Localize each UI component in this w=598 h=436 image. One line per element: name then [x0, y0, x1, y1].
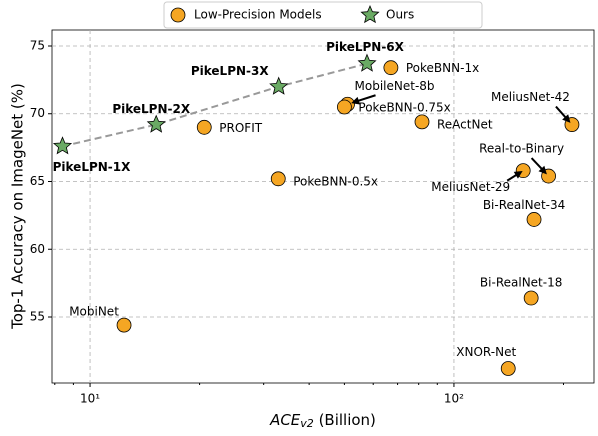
connect-line [62, 62, 368, 148]
legend-box [163, 1, 483, 29]
point [337, 99, 352, 115]
point-label: Real-to-Binary [479, 142, 564, 156]
x-tick-label: 10² [444, 392, 464, 406]
legend-marker [170, 7, 186, 23]
point-label: MobileNet-8b [355, 79, 435, 93]
point-label: PokeBNN-0.75x [358, 100, 450, 114]
y-tick-label: 75 [30, 38, 45, 52]
point-label: XNOR-Net [456, 345, 516, 359]
point [357, 53, 377, 72]
point-label: MeliusNet-29 [431, 180, 510, 194]
y-tick-label: 65 [30, 174, 45, 188]
point-label: PikeLPN-6X [326, 40, 405, 54]
legend-marker [360, 4, 380, 24]
point-label: PokeBNN-0.5x [293, 174, 378, 188]
point-label: MobiNet [69, 305, 119, 319]
x-axis-label: ACEv2 (Billion) [269, 411, 376, 431]
point [146, 114, 166, 133]
point-label: PokeBNN-1x [406, 61, 479, 75]
point-label: PikeLPN-2X [112, 102, 191, 116]
arrow-head [351, 96, 361, 105]
point-label: MeliusNet-42 [491, 90, 570, 104]
legend-label: Low-Precision Models [194, 8, 322, 22]
arrow-head [538, 165, 547, 175]
point-label: PROFIT [219, 121, 262, 135]
x-tick-label: 10¹ [80, 392, 100, 406]
point [270, 171, 286, 187]
point [269, 76, 289, 95]
point [414, 114, 430, 130]
y-tick-label: 60 [30, 242, 45, 256]
point [196, 119, 212, 135]
point-label: Bi-RealNet-18 [480, 276, 562, 290]
point-label: PikeLPN-3X [191, 64, 270, 78]
x-label-rest: (Billion) [314, 411, 376, 429]
point [383, 60, 399, 76]
y-tick-label: 70 [30, 106, 45, 120]
x-label-base: ACE [269, 411, 301, 429]
point-label: ReActNet [437, 117, 493, 131]
y-tick-label: 55 [30, 310, 45, 324]
point [500, 361, 516, 376]
y-axis-label: Top-1 Accuracy on ImageNet (%) [9, 83, 27, 330]
x-label-sub: v2 [300, 417, 314, 430]
plot-frame [51, 29, 595, 384]
legend: Low-Precision Models Ours [163, 1, 483, 29]
arrow-head [562, 114, 571, 123]
point [52, 136, 73, 155]
point-label: PikeLPN-1X [53, 160, 132, 174]
annotation-arrow [355, 94, 376, 103]
point [526, 212, 542, 227]
point [116, 317, 132, 333]
arrow-head [513, 171, 523, 179]
point [523, 290, 539, 306]
legend-label: Ours [386, 8, 414, 22]
point-label: Bi-RealNet-34 [483, 198, 565, 212]
